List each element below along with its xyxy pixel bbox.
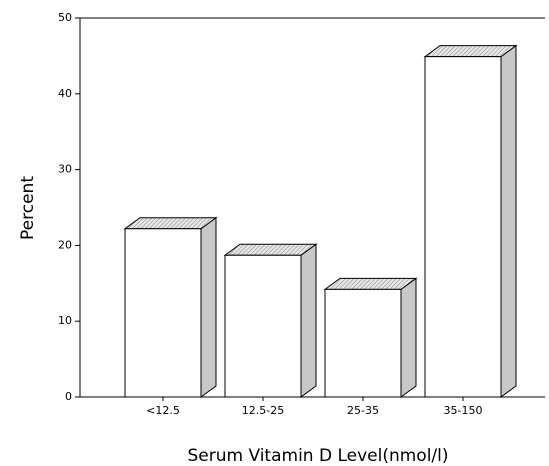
bar-side <box>300 243 317 398</box>
y-tick-label: 20 <box>58 238 72 251</box>
bar-top <box>223 243 318 256</box>
bar-side <box>400 277 417 398</box>
y-tick-label: 40 <box>58 87 72 100</box>
y-tick-label: 50 <box>58 11 72 24</box>
bar-top <box>423 45 518 58</box>
bar <box>423 44 518 398</box>
bar-side <box>500 44 517 398</box>
bar <box>123 216 218 398</box>
y-tick-label: 0 <box>65 390 72 403</box>
x-tick-label: 35-150 <box>444 404 483 417</box>
x-axis-label: Serum Vitamin D Level(nmol/l) <box>187 446 448 466</box>
bar-top <box>123 217 218 230</box>
bar-front <box>224 254 302 398</box>
bar-front <box>424 56 502 398</box>
x-tick-label: 25-35 <box>347 404 379 417</box>
x-tick-label: 12.5-25 <box>242 404 284 417</box>
y-tick-label: 10 <box>58 314 72 327</box>
bar <box>323 277 418 398</box>
y-axis-label: Percent <box>18 176 38 240</box>
bar-side <box>200 216 217 398</box>
bar-front <box>324 288 402 398</box>
bar <box>223 243 318 398</box>
y-tick-label: 30 <box>58 163 72 176</box>
bar-top <box>323 277 418 290</box>
x-tick-label: <12.5 <box>146 404 180 417</box>
bar-front <box>124 228 202 398</box>
